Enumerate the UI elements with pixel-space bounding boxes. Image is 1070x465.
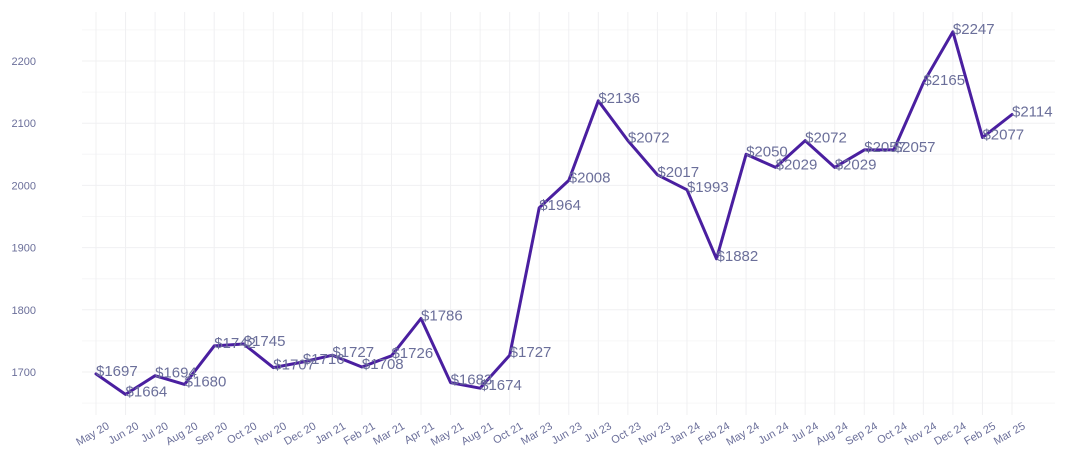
x-tick-label: Aug 24 (814, 420, 850, 448)
data-label: $2247 (953, 21, 995, 38)
x-tick-label: Jan 21 (313, 420, 348, 447)
y-tick-label: 1900 (12, 243, 36, 255)
x-tick-label: May 24 (724, 420, 761, 448)
x-tick-label: Jan 24 (668, 420, 703, 447)
x-tick-label: Nov 24 (903, 420, 939, 448)
data-label: $2050 (746, 143, 788, 160)
x-tick-label: Nov 20 (253, 420, 289, 448)
data-label: $1697 (96, 363, 138, 380)
x-tick-label: Jun 23 (550, 420, 585, 447)
x-tick-label: Sep 24 (844, 420, 880, 448)
data-label: $2057 (864, 139, 906, 156)
x-tick-label: Nov 23 (637, 420, 673, 448)
series-layer (94, 30, 1014, 396)
x-tick-label: Oct 24 (875, 420, 909, 447)
data-label: $2008 (569, 169, 611, 186)
data-label: $1993 (687, 179, 729, 196)
data-label: $1707 (273, 357, 315, 374)
data-label: $1727 (332, 344, 374, 361)
y-axis: 1700 1800 1900 2000 2100 2200 (12, 56, 36, 379)
x-tick-label: Oct 21 (491, 420, 525, 447)
grid (82, 12, 1055, 415)
data-labels: $1697 $1664$1694$1680 $1742$1745 $1707$1716… (96, 21, 1053, 401)
x-tick-label: Dec 24 (932, 420, 968, 448)
series-line (94, 30, 1014, 396)
x-tick-label: May 20 (74, 420, 111, 448)
data-label: $2114 (1012, 103, 1053, 120)
data-label: $1726 (391, 345, 433, 362)
x-tick-label: Mar 21 (371, 420, 407, 448)
data-label: $2072 (805, 130, 847, 147)
data-label: $1727 (510, 344, 552, 361)
data-label: $1674 (480, 377, 522, 394)
data-label: $2165 (923, 72, 965, 89)
data-label: $2029 (776, 156, 818, 173)
x-tick-label: Feb 25 (962, 420, 998, 448)
x-tick-label: Oct 20 (225, 420, 259, 447)
y-tick-label: 1800 (12, 305, 36, 317)
x-tick-label: Aug 20 (164, 420, 200, 448)
y-tick-label: 1700 (12, 367, 36, 379)
data-label: $2136 (598, 90, 640, 107)
data-label: $1694 (155, 365, 197, 382)
data-label: $2072 (628, 130, 670, 147)
data-label: $1882 (717, 248, 759, 265)
x-tick-label: Oct 23 (609, 420, 643, 447)
x-tick-label: Jun 24 (757, 420, 792, 447)
x-tick-label: Mar 25 (992, 420, 1028, 448)
data-label: $1664 (126, 383, 168, 400)
data-label: $1964 (539, 197, 581, 214)
y-tick-label: 2200 (12, 56, 36, 68)
data-label: $1786 (421, 308, 463, 325)
data-label: $2029 (835, 156, 877, 173)
data-label: $2057 (894, 139, 936, 156)
data-label: $1680 (185, 373, 227, 390)
x-tick-label: Jun 20 (106, 420, 141, 447)
data-label: $2017 (657, 164, 699, 181)
data-label: $1708 (362, 356, 404, 373)
x-tick-label: Feb 21 (342, 420, 378, 448)
y-tick-label: 2100 (12, 118, 36, 130)
data-label: $1683 (451, 372, 493, 389)
x-tick-label: May 21 (429, 420, 466, 448)
x-tick-label: Dec 20 (282, 420, 318, 448)
data-label: $1745 (244, 333, 286, 350)
data-label: $1742 (214, 335, 256, 352)
x-tick-label: Sep 20 (193, 420, 229, 448)
data-label: $2077 (982, 127, 1024, 144)
x-tick-label: Jul 23 (582, 420, 613, 445)
data-label: $1716 (303, 351, 345, 368)
x-tick-label: Mar 23 (519, 420, 555, 448)
y-tick-label: 2000 (12, 180, 36, 192)
x-tick-label: Aug 21 (459, 420, 495, 448)
